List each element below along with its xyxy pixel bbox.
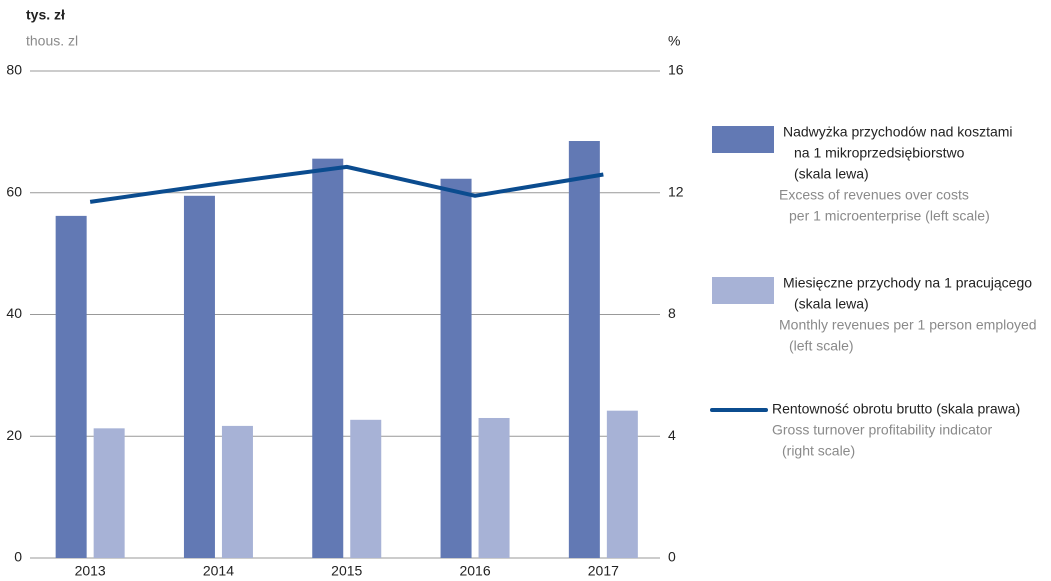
y-tick-label: 80 — [6, 62, 22, 78]
y2-tick-label: 0 — [668, 549, 676, 565]
y-tick-label: 0 — [14, 549, 22, 565]
bar — [55, 215, 87, 558]
legend-label: (skala lewa) — [794, 166, 869, 182]
x-tick-label: 2017 — [588, 563, 619, 579]
y2-unit-label: % — [668, 33, 680, 49]
bar — [568, 141, 600, 558]
legend-label: Rentowność obrotu brutto (skala prawa) — [772, 401, 1020, 417]
legend-swatch — [712, 277, 774, 304]
y-tick-label: 60 — [6, 183, 22, 199]
bar — [221, 425, 253, 558]
y-tick-label: 20 — [6, 427, 22, 443]
bar — [478, 417, 510, 558]
line — [89, 164, 604, 204]
bar — [93, 428, 125, 558]
y-unit-label-en: thous. zl — [26, 33, 78, 49]
x-tick-label: 2016 — [459, 563, 490, 579]
bar — [350, 419, 382, 558]
y2-tick-label: 12 — [668, 183, 684, 199]
legend-description: (left scale) — [789, 338, 854, 354]
legend-description: (right scale) — [782, 443, 855, 459]
legend-label: na 1 mikroprzedsiębiorstwo — [794, 145, 965, 161]
y2-tick-label: 4 — [668, 427, 676, 443]
y2-tick-label: 16 — [668, 62, 684, 78]
legend-description: Excess of revenues over costs — [779, 187, 969, 203]
legend-label: (skala lewa) — [794, 296, 869, 312]
x-tick-label: 2013 — [75, 563, 106, 579]
legend-swatch — [712, 126, 774, 153]
y-unit-label: tys. zł — [26, 7, 65, 23]
legend-label: Nadwyżka przychodów nad kosztami — [783, 124, 1013, 140]
bar — [183, 195, 215, 558]
x-tick-label: 2014 — [203, 563, 234, 579]
legend-description: per 1 microenterprise (left scale) — [789, 208, 990, 224]
x-tick-label: 2015 — [331, 563, 362, 579]
legend-label: Miesięczne przychody na 1 pracującego — [783, 275, 1032, 291]
y-tick-label: 40 — [6, 305, 22, 321]
bar — [606, 410, 638, 558]
legend-description: Monthly revenues per 1 person employed — [779, 317, 1037, 333]
bar — [440, 178, 472, 558]
legend-description: Gross turnover profitability indicator — [772, 422, 993, 438]
bar — [312, 158, 344, 558]
y2-tick-label: 8 — [668, 305, 676, 321]
